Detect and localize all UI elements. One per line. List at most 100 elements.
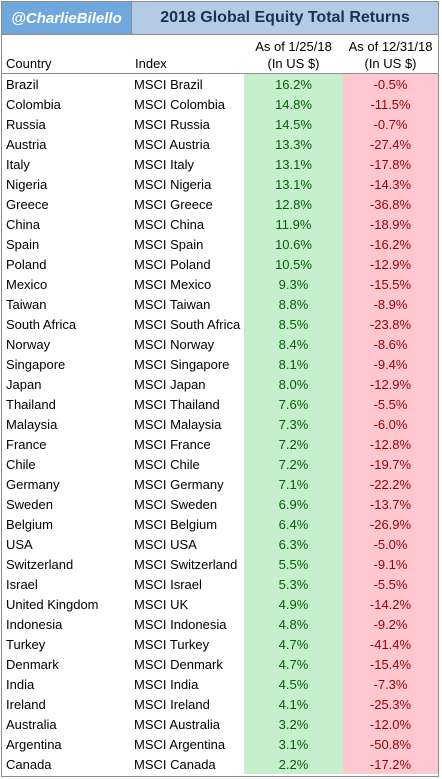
jan-return-cell: 8.4% xyxy=(244,334,343,354)
index-cell: MSCI Mexico xyxy=(134,276,212,292)
dec-return-cell: -9.1% xyxy=(343,554,438,574)
returns-table: Country Index As of 1/25/18 (In US $) As… xyxy=(2,35,438,774)
jan-return-cell: 8.0% xyxy=(244,374,343,394)
dec-return-cell: -19.7% xyxy=(343,454,438,474)
index-cell: MSCI Indonesia xyxy=(134,616,227,632)
index-cell: MSCI Singapore xyxy=(134,356,230,372)
dec-return-cell: -11.5% xyxy=(343,94,438,114)
dec-return-cell: -25.3% xyxy=(343,694,438,714)
table-row: Denmark MSCI Denmark 4.7% -15.4% xyxy=(2,654,438,674)
jan-return-cell: 4.8% xyxy=(244,614,343,634)
index-cell: MSCI UK xyxy=(134,596,189,612)
dec-return-cell: -41.4% xyxy=(343,634,438,654)
country-cell: Switzerland xyxy=(6,556,74,572)
dec-return-cell: -12.9% xyxy=(343,254,438,274)
title-banner: @CharlieBilello 2018 Global Equity Total… xyxy=(2,2,438,35)
country-cell: Spain xyxy=(6,236,40,252)
table-row: China MSCI China 11.9% -18.9% xyxy=(2,214,438,234)
dec-return-cell: -17.8% xyxy=(343,154,438,174)
jan-header-currency: (In US $) xyxy=(267,56,320,71)
jan-return-cell: 10.6% xyxy=(244,234,343,254)
dec-return-cell: -22.2% xyxy=(343,474,438,494)
index-cell: MSCI Argentina xyxy=(134,736,226,752)
index-cell: MSCI Italy xyxy=(134,156,194,172)
index-cell: MSCI China xyxy=(134,216,205,232)
index-cell: MSCI Nigeria xyxy=(134,176,212,192)
title-cell: 2018 Global Equity Total Returns xyxy=(132,2,438,34)
index-cell: MSCI Sweden xyxy=(134,496,218,512)
table-row: Turkey MSCI Turkey 4.7% -41.4% xyxy=(2,634,438,654)
table-row: Norway MSCI Norway 8.4% -8.6% xyxy=(2,334,438,354)
index-cell: MSCI Belgium xyxy=(134,516,218,532)
dec-return-cell: -15.4% xyxy=(343,654,438,674)
country-cell: Argentina xyxy=(6,736,62,752)
dec-return-cell: -18.9% xyxy=(343,214,438,234)
jan-return-cell: 8.1% xyxy=(244,354,343,374)
dec-return-cell: -12.8% xyxy=(343,434,438,454)
country-cell: Mexico xyxy=(6,276,48,292)
jan-return-cell: 4.7% xyxy=(244,634,343,654)
country-cell: Israel xyxy=(6,576,38,592)
jan-return-cell: 14.5% xyxy=(244,114,343,134)
country-cell: South Africa xyxy=(6,316,77,332)
dec-return-cell: -13.7% xyxy=(343,494,438,514)
country-cell: USA xyxy=(6,536,33,552)
jan-return-cell: 16.2% xyxy=(244,73,343,94)
table-row: Germany MSCI Germany 7.1% -22.2% xyxy=(2,474,438,494)
country-cell: Sweden xyxy=(6,496,53,512)
table-row: Chile MSCI Chile 7.2% -19.7% xyxy=(2,454,438,474)
jan-return-cell: 7.2% xyxy=(244,434,343,454)
country-cell: China xyxy=(6,216,40,232)
jan-return-cell: 2.2% xyxy=(244,754,343,774)
jan-return-cell: 5.5% xyxy=(244,554,343,574)
jan-return-cell: 6.4% xyxy=(244,514,343,534)
header-row: Country Index As of 1/25/18 (In US $) As… xyxy=(2,35,438,74)
country-header: Country xyxy=(6,56,52,71)
table-row: United Kingdom MSCI UK 4.9% -14.2% xyxy=(2,594,438,614)
country-cell: France xyxy=(6,436,47,452)
table-row: Thailand MSCI Thailand 7.6% -5.5% xyxy=(2,394,438,414)
table-row: Italy MSCI Italy 13.1% -17.8% xyxy=(2,154,438,174)
index-cell: MSCI Malaysia xyxy=(134,416,222,432)
country-cell: Germany xyxy=(6,476,60,492)
dec-return-cell: -5.5% xyxy=(343,574,438,594)
jan-return-cell: 12.8% xyxy=(244,194,343,214)
dec-return-cell: -5.0% xyxy=(343,534,438,554)
country-cell: Colombia xyxy=(6,96,61,112)
index-cell: MSCI Norway xyxy=(134,336,215,352)
country-cell: Greece xyxy=(6,196,49,212)
jan-returns-header: As of 1/25/18 (In US $) xyxy=(244,35,343,74)
country-cell: Norway xyxy=(6,336,51,352)
table-row: Canada MSCI Canada 2.2% -17.2% xyxy=(2,754,438,774)
index-cell: MSCI South Africa xyxy=(134,316,241,332)
table-row: Spain MSCI Spain 10.6% -16.2% xyxy=(2,234,438,254)
dec-return-cell: -9.2% xyxy=(343,614,438,634)
country-cell: Thailand xyxy=(6,396,56,412)
index-cell: MSCI Australia xyxy=(134,716,220,732)
index-cell: MSCI Japan xyxy=(134,376,206,392)
country-cell: India xyxy=(6,676,35,692)
index-cell: MSCI Denmark xyxy=(134,656,223,672)
table-row: Belgium MSCI Belgium 6.4% -26.9% xyxy=(2,514,438,534)
table-row: Brazil MSCI Brazil 16.2% -0.5% xyxy=(2,73,438,94)
dec-return-cell: -36.8% xyxy=(343,194,438,214)
country-cell: Singapore xyxy=(6,356,66,372)
index-cell: MSCI Turkey xyxy=(134,636,210,652)
table-row: Russia MSCI Russia 14.5% -0.7% xyxy=(2,114,438,134)
country-cell: Japan xyxy=(6,376,42,392)
dec-return-cell: -9.4% xyxy=(343,354,438,374)
dec-header-date: As of 12/31/18 xyxy=(348,39,433,54)
jan-return-cell: 7.2% xyxy=(244,454,343,474)
country-cell: Australia xyxy=(6,716,57,732)
table-row: Poland MSCI Poland 10.5% -12.9% xyxy=(2,254,438,274)
country-cell: Canada xyxy=(6,756,52,772)
dec-return-cell: -26.9% xyxy=(343,514,438,534)
dec-return-cell: -15.5% xyxy=(343,274,438,294)
table-title: 2018 Global Equity Total Returns xyxy=(160,9,410,26)
index-cell: MSCI USA xyxy=(134,536,197,552)
country-cell: Russia xyxy=(6,116,46,132)
table-row: India MSCI India 4.5% -7.3% xyxy=(2,674,438,694)
table-row: Ireland MSCI Ireland 4.1% -25.3% xyxy=(2,694,438,714)
dec-header-currency: (In US $) xyxy=(364,56,417,71)
